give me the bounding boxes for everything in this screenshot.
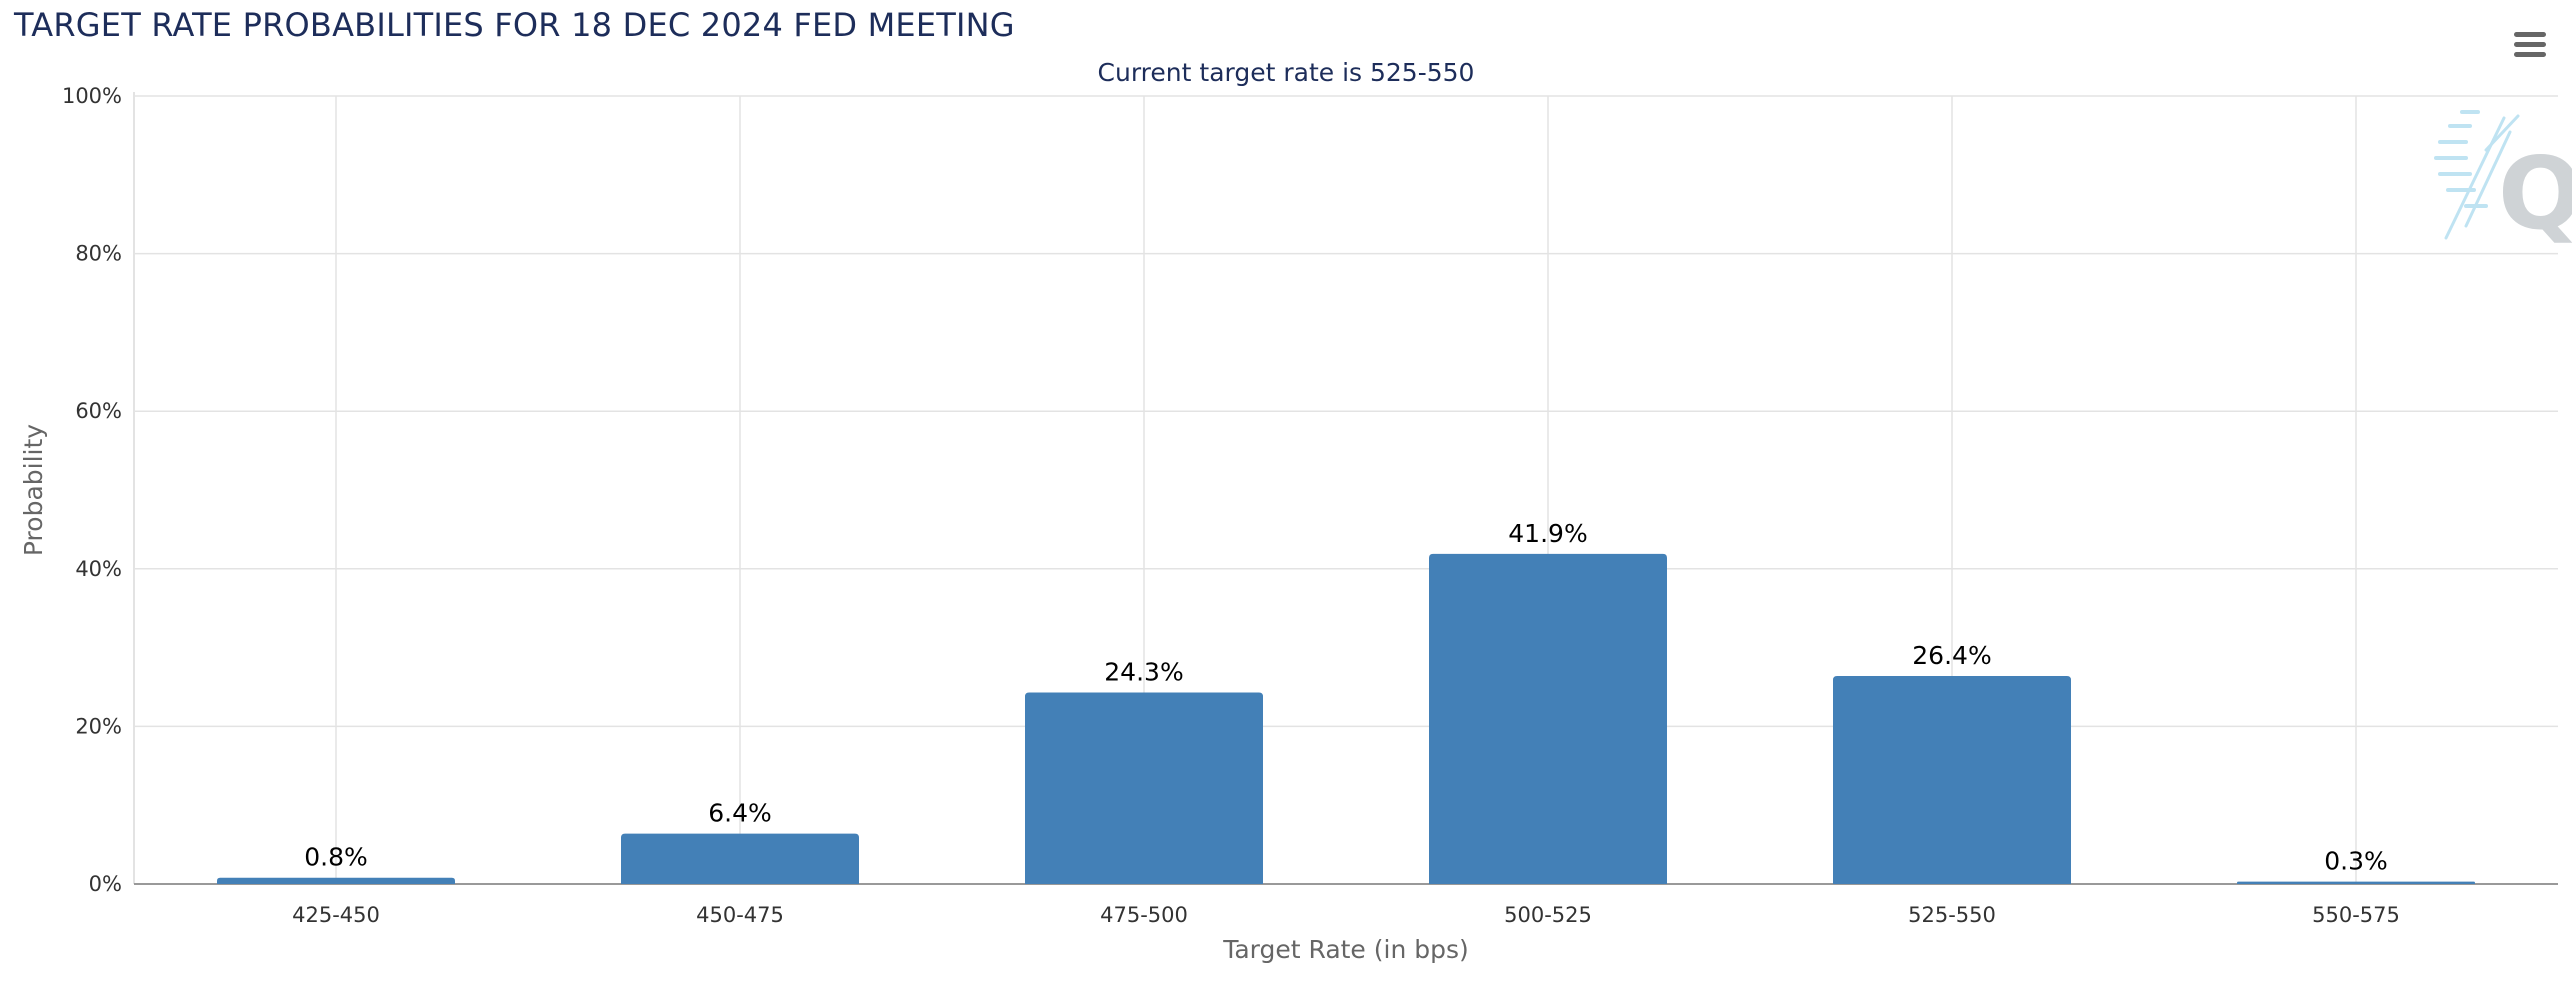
chart-title: TARGET RATE PROBABILITIES FOR 18 DEC 202… xyxy=(14,6,1015,44)
data-label: 24.3% xyxy=(1104,658,1183,687)
x-tick-label: 475-500 xyxy=(1100,903,1188,927)
y-tick-label: 100% xyxy=(62,84,122,108)
data-label: 0.3% xyxy=(2324,847,2388,876)
x-tick-label: 550-575 xyxy=(2312,903,2400,927)
chart-subtitle: Current target rate is 525-550 xyxy=(1097,58,1475,87)
watermark-letter: Q xyxy=(2498,135,2572,252)
y-tick-label: 80% xyxy=(75,242,122,266)
x-axis-title: Target Rate (in bps) xyxy=(1222,935,1469,964)
y-tick-label: 60% xyxy=(75,399,122,423)
watermark-logo: Q xyxy=(2434,110,2572,252)
data-label: 41.9% xyxy=(1508,519,1587,548)
bar-550-575[interactable] xyxy=(2237,881,2475,884)
data-label: 26.4% xyxy=(1912,641,1991,670)
x-tick-label: 525-550 xyxy=(1908,903,1996,927)
chart-menu-button[interactable] xyxy=(2508,26,2552,64)
bar-500-525[interactable] xyxy=(1429,553,1667,884)
data-label: 6.4% xyxy=(708,799,772,828)
y-axis-title: Probability xyxy=(19,424,48,556)
grid-lines xyxy=(134,95,2558,884)
data-label: 0.8% xyxy=(304,843,368,872)
x-tick-label: 500-525 xyxy=(1504,903,1592,927)
x-tick-label: 425-450 xyxy=(292,903,380,927)
x-tick-label: 450-475 xyxy=(696,903,784,927)
bar-475-500[interactable] xyxy=(1025,692,1263,884)
bar-525-550[interactable] xyxy=(1833,675,2071,884)
axes xyxy=(133,92,2558,885)
labels: 0% 20% 40% 60% 80% 100% 0.8% 425-450 6.4% 450-475… xyxy=(19,84,2400,964)
y-tick-label: 0% xyxy=(89,872,122,896)
bar-450-475[interactable] xyxy=(621,833,859,884)
y-tick-label: 40% xyxy=(75,557,122,581)
bar-425-450[interactable] xyxy=(217,877,455,884)
y-tick-label: 20% xyxy=(75,714,122,738)
bars xyxy=(217,553,2475,884)
